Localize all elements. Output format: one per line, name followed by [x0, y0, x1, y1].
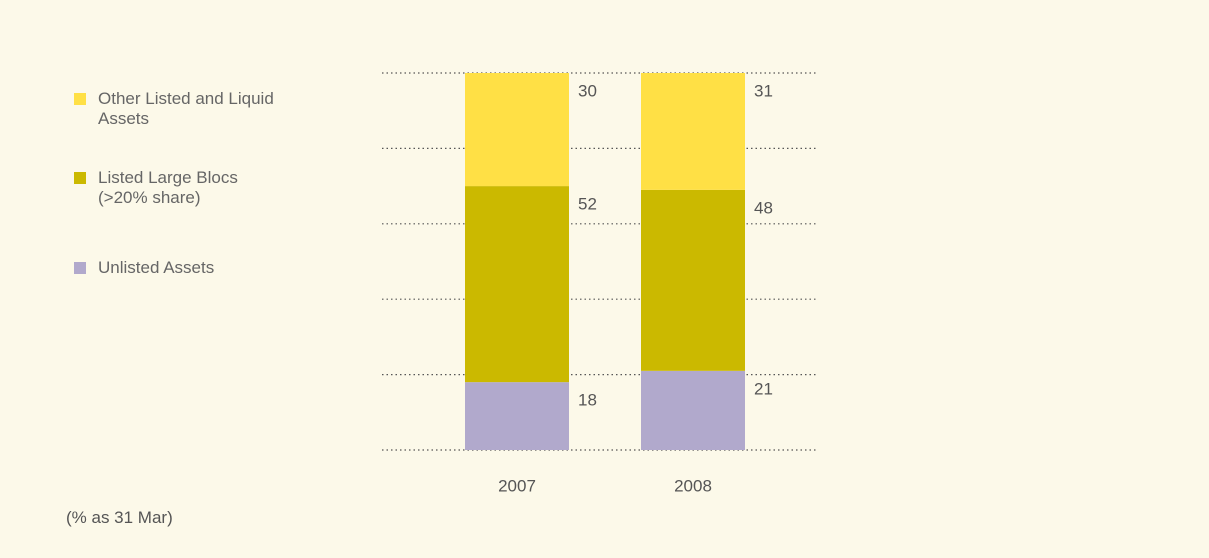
value-label: 48: [754, 198, 773, 217]
bar-segment: [465, 382, 569, 450]
bar-segment: [641, 73, 745, 190]
bar-segment: [641, 370, 745, 450]
value-label: 31: [754, 81, 773, 100]
value-label: 52: [578, 195, 597, 214]
value-label: 30: [578, 81, 597, 100]
legend-label: Unlisted Assets: [98, 258, 215, 277]
bar-segment: [641, 189, 745, 371]
bar-segment: [465, 186, 569, 383]
legend-swatch: [74, 93, 86, 105]
legend-label: Other Listed and Liquid Assets: [98, 89, 274, 128]
value-label: 18: [578, 391, 597, 410]
legend-label: Listed Large Blocs (>20% share): [98, 168, 238, 207]
legend-swatch: [74, 262, 86, 274]
legend-swatch: [74, 172, 86, 184]
footnote: (% as 31 Mar): [66, 508, 173, 527]
x-tick-label: 2008: [674, 476, 712, 495]
bar-segment: [465, 73, 569, 187]
x-tick-label: 2007: [498, 476, 536, 495]
value-label: 21: [754, 379, 773, 398]
